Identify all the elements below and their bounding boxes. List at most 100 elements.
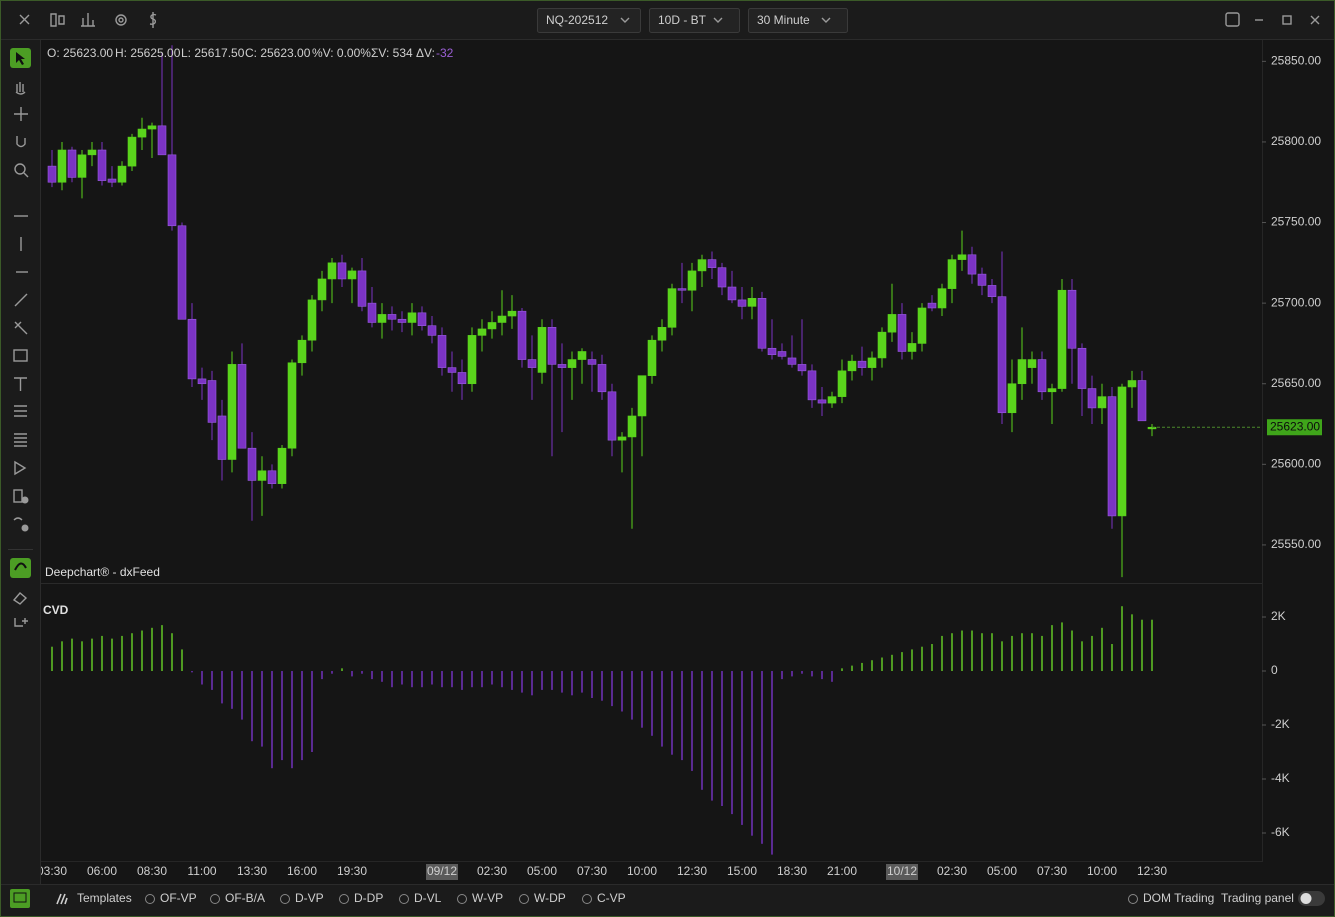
maximize-button[interactable] bbox=[1282, 15, 1292, 25]
interval-dropdown[interactable] bbox=[748, 8, 848, 33]
text-tool[interactable] bbox=[14, 377, 27, 391]
rectangle-tool[interactable] bbox=[13, 349, 28, 362]
delta-value: -32 bbox=[436, 46, 454, 60]
cvd-bar bbox=[631, 671, 633, 720]
cvd-bar bbox=[951, 633, 953, 672]
settings-button[interactable] bbox=[115, 14, 127, 26]
cvd-bar bbox=[871, 660, 873, 672]
magnet-active[interactable] bbox=[10, 558, 31, 578]
option-radio[interactable] bbox=[210, 894, 220, 904]
close-chart-button[interactable] bbox=[19, 14, 30, 25]
candle-body bbox=[1027, 359, 1037, 368]
layout-button[interactable] bbox=[1225, 12, 1240, 27]
alert-tool[interactable] bbox=[13, 517, 23, 521]
symbol-dropdown[interactable] bbox=[537, 8, 641, 33]
candle-body bbox=[857, 360, 867, 368]
cvd-bar bbox=[671, 671, 673, 755]
trend-line-tool[interactable] bbox=[14, 293, 28, 307]
eraser-tool[interactable] bbox=[12, 592, 28, 605]
cvd-bar bbox=[131, 633, 133, 672]
symbol-text: NQ-202512 bbox=[546, 13, 608, 27]
levels-tool[interactable] bbox=[14, 433, 27, 447]
magnet-tool[interactable] bbox=[16, 136, 26, 148]
cvd-bar bbox=[821, 671, 823, 680]
settings-icon-center bbox=[118, 17, 124, 23]
cvd-bar bbox=[61, 641, 63, 672]
cvd-bar bbox=[541, 671, 543, 690]
indicators-button[interactable] bbox=[81, 13, 95, 27]
candle-body bbox=[127, 136, 137, 167]
x-tick-label: 02:30 bbox=[937, 864, 967, 878]
cvd-bar bbox=[971, 630, 973, 672]
crosshair-tool[interactable] bbox=[14, 107, 28, 121]
cvd-bar bbox=[651, 671, 653, 736]
candle-body bbox=[687, 270, 697, 291]
y-tick-label: 25700.00 bbox=[1271, 295, 1321, 309]
option-radio[interactable] bbox=[519, 894, 529, 904]
chart-type-button[interactable] bbox=[50, 13, 65, 27]
candle-body bbox=[137, 128, 147, 138]
candle-body bbox=[627, 415, 637, 438]
panel-toggle[interactable] bbox=[10, 889, 30, 908]
candle-body bbox=[477, 328, 487, 336]
cvd-bar bbox=[681, 671, 683, 761]
option-radio[interactable] bbox=[280, 894, 290, 904]
ohlc-high: H: 25625.00 bbox=[115, 46, 181, 60]
cvd-bar bbox=[1021, 633, 1023, 672]
cvd-bar bbox=[181, 649, 183, 672]
zoom-tool[interactable] bbox=[14, 163, 26, 175]
cvd-bar bbox=[81, 641, 83, 672]
cvd-bar bbox=[481, 671, 483, 688]
candle-body bbox=[307, 299, 317, 341]
cvd-bar bbox=[1141, 619, 1143, 672]
cvd-bar bbox=[101, 635, 103, 672]
cvd-bar bbox=[911, 649, 913, 672]
templates-button[interactable]: Templates bbox=[77, 891, 132, 905]
trading-button[interactable] bbox=[149, 12, 157, 28]
option-radio[interactable] bbox=[457, 894, 467, 904]
option-radio[interactable] bbox=[582, 894, 592, 904]
cvd-bar bbox=[701, 671, 703, 790]
cvd-bar bbox=[711, 671, 713, 801]
candle-body bbox=[957, 254, 967, 260]
candle-body bbox=[297, 339, 307, 364]
x-tick-label: 11:00 bbox=[187, 864, 216, 878]
x-tick-label: 05:00 bbox=[527, 864, 557, 878]
cvd-bar bbox=[771, 671, 773, 855]
cvd-bar bbox=[721, 671, 723, 807]
candle-body bbox=[807, 370, 817, 401]
range-dropdown[interactable] bbox=[649, 8, 740, 33]
channel-tool[interactable] bbox=[14, 321, 28, 335]
volume-percent: %V: 0.00% bbox=[312, 46, 371, 60]
candle-body bbox=[357, 270, 367, 307]
candle-body bbox=[167, 154, 177, 227]
option-label: D-VP bbox=[295, 891, 324, 905]
cvd-bar bbox=[991, 633, 993, 672]
hand-tool[interactable] bbox=[15, 82, 26, 95]
x-tick-label: 03:30 bbox=[37, 864, 67, 878]
x-tick-label: 21:00 bbox=[827, 864, 857, 878]
candle-body bbox=[117, 165, 127, 183]
candle-body bbox=[177, 225, 187, 320]
plot-area: 25550.00 25600.00 25650.00 25700.00 25750.00… bbox=[37, 40, 1322, 880]
fibonacci-tool[interactable] bbox=[14, 405, 27, 417]
play-tool[interactable] bbox=[14, 460, 27, 476]
candle-body bbox=[1107, 396, 1117, 517]
order-tool[interactable] bbox=[13, 489, 23, 503]
x-tick-label: 10:00 bbox=[1087, 864, 1117, 878]
option-radio[interactable] bbox=[399, 894, 409, 904]
cvd-bar bbox=[301, 671, 303, 761]
close-window-button[interactable] bbox=[1310, 15, 1320, 25]
candle-body bbox=[257, 470, 267, 481]
cvd-bar bbox=[251, 671, 253, 742]
candle-body bbox=[317, 278, 327, 301]
last-price-badge bbox=[1267, 419, 1322, 436]
option-radio[interactable] bbox=[339, 894, 349, 904]
candle-body bbox=[657, 327, 667, 341]
add-tool[interactable] bbox=[14, 618, 28, 627]
cvd-bar bbox=[231, 671, 233, 709]
y-tick-label: 25550.00 bbox=[1271, 537, 1321, 551]
option-label: D-VL bbox=[414, 891, 442, 905]
dom-trading-radio[interactable] bbox=[1128, 894, 1138, 904]
option-radio[interactable] bbox=[145, 894, 155, 904]
